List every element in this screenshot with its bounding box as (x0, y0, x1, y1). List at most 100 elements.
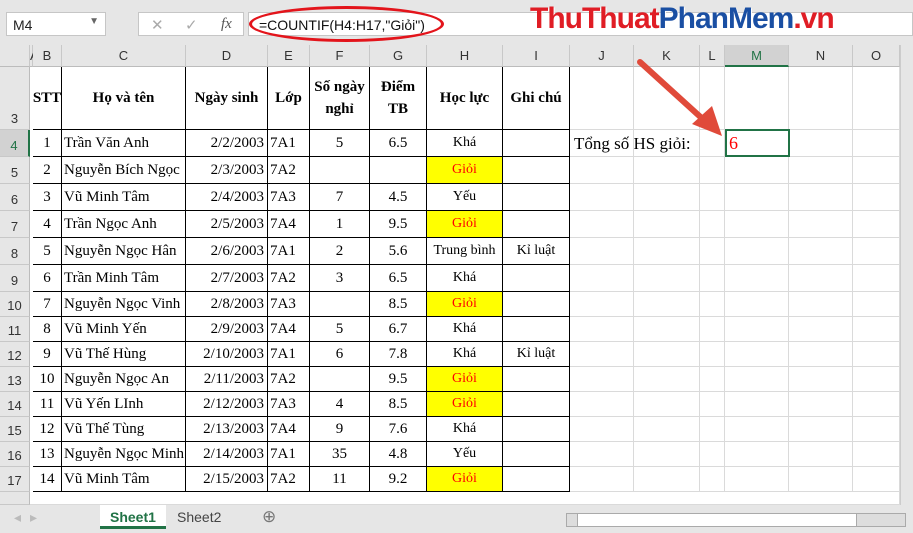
cell-note[interactable] (503, 367, 570, 392)
tab-sheet1[interactable]: Sheet1 (100, 505, 166, 529)
cell-name[interactable]: Nguyễn Bích Ngọc (62, 157, 186, 184)
cell-name[interactable]: Vũ Yến LInh (62, 392, 186, 417)
cell-empty[interactable] (700, 417, 725, 442)
cell-grade[interactable]: Trung bình (427, 238, 503, 265)
cell-note[interactable]: Kỉ luật (503, 238, 570, 265)
cell-empty[interactable] (789, 238, 853, 265)
cell-class[interactable]: 7A4 (268, 211, 310, 238)
row-header-5[interactable]: 5 (0, 157, 30, 184)
cell-class[interactable]: 7A2 (268, 467, 310, 492)
header-absent[interactable]: Số ngày nghỉ (310, 67, 370, 130)
cell-absent[interactable] (310, 292, 370, 317)
cell-empty[interactable] (789, 67, 853, 130)
cell-empty[interactable] (853, 367, 900, 392)
cell-stt[interactable]: 14 (33, 467, 62, 492)
cell-absent[interactable]: 2 (310, 238, 370, 265)
row-header-12[interactable]: 12 (0, 342, 30, 367)
cell-score[interactable]: 8.5 (370, 292, 427, 317)
cell-class[interactable]: 7A1 (268, 130, 310, 157)
cell-empty[interactable] (570, 211, 634, 238)
cell-empty[interactable] (853, 442, 900, 467)
cell-stt[interactable]: 3 (33, 184, 62, 211)
cell-note[interactable] (503, 184, 570, 211)
cell-dob[interactable]: 2/6/2003 (186, 238, 268, 265)
cell-empty[interactable] (725, 392, 789, 417)
cell-name[interactable]: Nguyễn Ngọc An (62, 367, 186, 392)
cell-absent[interactable] (310, 367, 370, 392)
cell-empty[interactable] (634, 238, 700, 265)
cell-empty[interactable] (634, 392, 700, 417)
header-class[interactable]: Lớp (268, 67, 310, 130)
cell-absent[interactable] (310, 157, 370, 184)
cell-empty[interactable] (634, 367, 700, 392)
cell-class[interactable]: 7A2 (268, 157, 310, 184)
add-sheet-icon[interactable]: ⊕ (262, 507, 277, 526)
cell-empty[interactable] (700, 367, 725, 392)
cell-class[interactable]: 7A1 (268, 238, 310, 265)
cell-empty[interactable] (570, 392, 634, 417)
cell-class[interactable]: 7A3 (268, 392, 310, 417)
cell-empty[interactable] (725, 367, 789, 392)
row-header-18[interactable] (0, 492, 30, 505)
cell-grade[interactable]: Giỏi (427, 211, 503, 238)
cell-absent[interactable]: 7 (310, 184, 370, 211)
header-grade[interactable]: Học lực (427, 67, 503, 130)
cell-dob[interactable]: 2/12/2003 (186, 392, 268, 417)
cell-name[interactable]: Nguyễn Ngọc Vinh (62, 292, 186, 317)
cell-note[interactable] (503, 130, 570, 157)
cell-class[interactable]: 7A3 (268, 292, 310, 317)
row-header-11[interactable]: 11 (0, 317, 30, 342)
cell-absent[interactable]: 6 (310, 342, 370, 367)
cell-empty[interactable] (700, 265, 725, 292)
cell-grade[interactable]: Giỏi (427, 467, 503, 492)
cell-dob[interactable]: 2/2/2003 (186, 130, 268, 157)
cell-score[interactable]: 9.5 (370, 367, 427, 392)
cell-empty[interactable] (853, 130, 900, 157)
scroll-right-icon[interactable]: ▸ (30, 509, 38, 525)
cell-name[interactable]: Vũ Minh Tâm (62, 467, 186, 492)
cell-empty[interactable] (853, 184, 900, 211)
cell-empty[interactable] (634, 417, 700, 442)
fx-icon[interactable]: fx (221, 16, 232, 32)
cell-empty[interactable] (853, 265, 900, 292)
cell-class[interactable]: 7A2 (268, 265, 310, 292)
cell-empty[interactable] (725, 467, 789, 492)
cell-note[interactable] (503, 417, 570, 442)
cell-stt[interactable]: 12 (33, 417, 62, 442)
column-header-H[interactable]: H (427, 45, 503, 67)
cell-class[interactable]: 7A1 (268, 442, 310, 467)
cell-empty[interactable] (700, 467, 725, 492)
cell-empty[interactable] (570, 130, 634, 157)
cell-note[interactable] (503, 211, 570, 238)
cell-stt[interactable]: 2 (33, 157, 62, 184)
cell-empty[interactable] (570, 417, 634, 442)
column-header-L[interactable]: L (700, 45, 725, 67)
cell-empty[interactable] (725, 211, 789, 238)
cell-empty[interactable] (570, 317, 634, 342)
cell-empty[interactable] (570, 342, 634, 367)
cell-empty[interactable] (789, 265, 853, 292)
enter-icon[interactable]: ✓ (185, 17, 198, 34)
cell-empty[interactable] (853, 417, 900, 442)
cell-grade[interactable]: Giỏi (427, 292, 503, 317)
cell-empty[interactable] (634, 467, 700, 492)
header-stt[interactable]: STT (33, 67, 62, 130)
cell-empty[interactable] (853, 317, 900, 342)
row-header-6[interactable]: 6 (0, 184, 30, 211)
select-all-corner[interactable] (0, 45, 30, 67)
column-header-C[interactable]: C (62, 45, 186, 67)
column-header-O[interactable]: O (853, 45, 900, 67)
cell-note[interactable] (503, 392, 570, 417)
cell-stt[interactable]: 8 (33, 317, 62, 342)
cancel-icon[interactable]: ✕ (151, 17, 164, 34)
header-score[interactable]: Điểm TB (370, 67, 427, 130)
cell-absent[interactable]: 11 (310, 467, 370, 492)
cell-empty[interactable] (725, 292, 789, 317)
cell-grade[interactable]: Giỏi (427, 392, 503, 417)
cell-dob[interactable]: 2/3/2003 (186, 157, 268, 184)
cell-empty[interactable] (789, 367, 853, 392)
cell-empty[interactable] (570, 467, 634, 492)
cell-empty[interactable] (789, 417, 853, 442)
column-header-E[interactable]: E (268, 45, 310, 67)
cell-grade[interactable]: Yếu (427, 184, 503, 211)
